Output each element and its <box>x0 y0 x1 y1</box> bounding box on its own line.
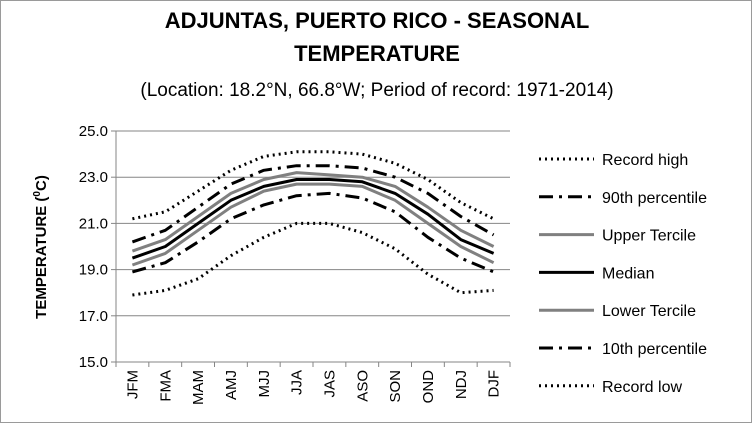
y-tick-label: 23.0 <box>79 169 108 186</box>
series-line <box>131 182 495 267</box>
series-line <box>132 221 494 297</box>
x-tick-label: ASO <box>354 370 371 402</box>
series-line <box>131 178 495 260</box>
x-tick-label: AMJ <box>223 370 240 400</box>
chart-title-line1: ADJUNTAS, PUERTO RICO - SEASONAL <box>165 8 590 33</box>
series-line <box>131 164 495 244</box>
x-tick-labels: JFM FMA MAM AMJ MJJ JJA JAS ASO SON OND NDJ DJF <box>124 370 502 405</box>
series-line <box>131 191 495 274</box>
x-tick-label: DJF <box>486 370 503 398</box>
chart-title-line2: TEMPERATURE <box>294 41 460 66</box>
legend-entry-label: Lower Tercile <box>602 303 696 320</box>
x-tick-label: MJJ <box>256 370 273 398</box>
chart-subtitle: (Location: 18.2°N, 66.8°W; Period of rec… <box>140 80 613 101</box>
x-tick-label: JJA <box>289 370 306 395</box>
legend-entry-label: Record high <box>602 152 688 169</box>
y-tick-label: 21.0 <box>79 215 108 232</box>
y-axis-label-unit: C) <box>33 175 50 191</box>
x-tick-label: JFM <box>124 370 141 399</box>
y-tick-label: 17.0 <box>79 308 108 325</box>
y-tick-labels: 15.0 17.0 19.0 21.0 23.0 25.0 <box>79 123 108 371</box>
series-line <box>131 171 495 253</box>
x-tick-label: FMA <box>157 370 174 402</box>
y-tick-label: 15.0 <box>79 354 108 371</box>
legend-entry-label: Median <box>602 265 654 282</box>
legend-entry-label: 90th percentile <box>602 190 707 207</box>
legend-entry-label: Record low <box>602 379 682 396</box>
legend: Record high 90th percentile Upper Tercile M… <box>539 152 707 396</box>
x-tick-label: MAM <box>190 370 207 405</box>
x-tick-label: SON <box>387 370 404 403</box>
x-tick-label: NDJ <box>453 370 470 399</box>
legend-entry-label: Upper Tercile <box>602 228 696 245</box>
axes <box>115 131 510 363</box>
y-tick-label: 25.0 <box>79 123 108 140</box>
gridlines <box>111 130 511 367</box>
x-tick-label: OND <box>420 370 437 404</box>
series-lines <box>131 150 495 297</box>
y-axis-label-superscript: 0 <box>32 191 43 197</box>
legend-entry-label: 10th percentile <box>602 341 707 358</box>
y-axis-label-text: TEMPERATURE ( <box>33 197 50 319</box>
y-tick-label: 19.0 <box>79 262 108 279</box>
x-tick-label: JAS <box>321 370 338 398</box>
y-axis-label: TEMPERATURE (0C) <box>32 175 50 319</box>
